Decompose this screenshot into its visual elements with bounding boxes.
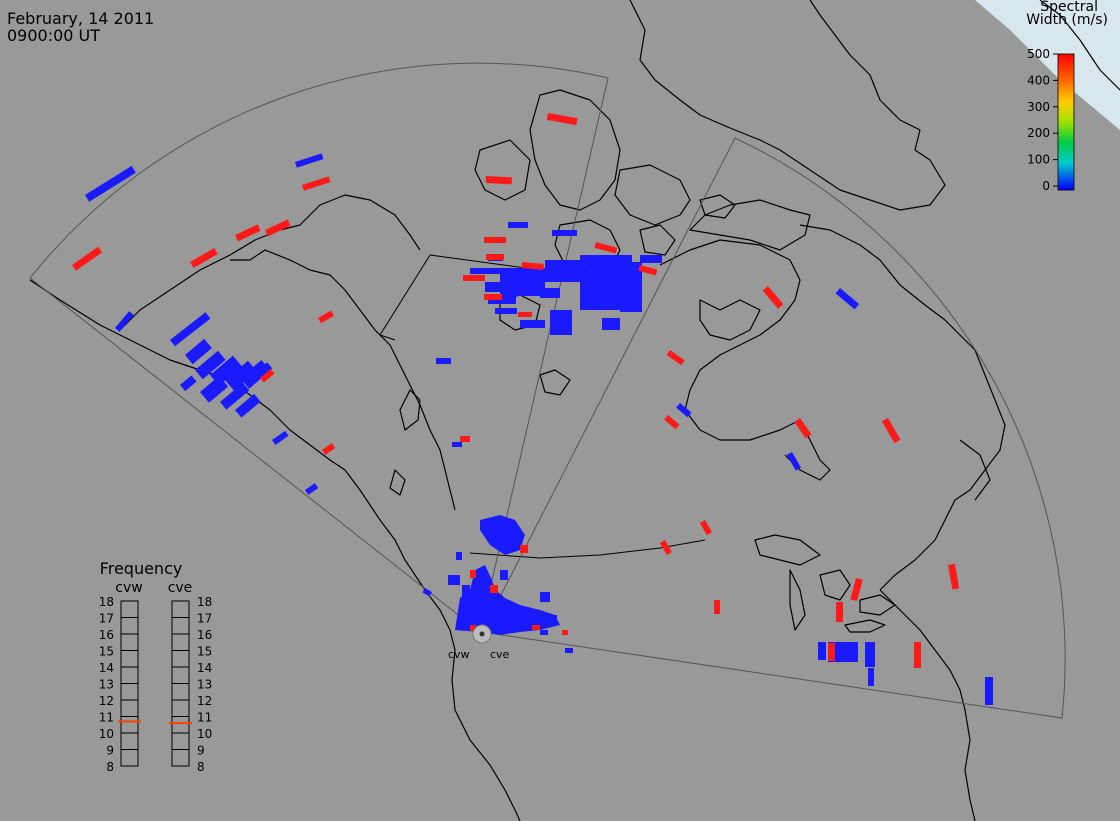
colorbar-title-line2: Width (m/s) (1026, 12, 1108, 28)
sea-ice-area (975, 0, 1120, 130)
plot-date: February, 14 2011 (7, 9, 155, 28)
frequency-radar-label-cve: cve (168, 580, 193, 596)
colorbar-title-line1: Spectral (1040, 0, 1098, 15)
frequency-tick-label: 16 (99, 628, 114, 642)
frequency-tick-label: 13 (197, 678, 212, 692)
frequency-tick-label: 17 (197, 612, 212, 626)
cvw-field-of-view (29, 62, 609, 633)
frequency-tick-label: 8 (106, 760, 114, 774)
radar-label-cvw: cvw (448, 648, 470, 661)
radar-echoes (71, 113, 993, 705)
frequency-tick-label: 10 (197, 727, 212, 741)
frequency-tick-label: 16 (197, 628, 212, 642)
radar-site: cvw cve (448, 624, 510, 661)
frequency-tick-label: 17 (99, 612, 114, 626)
plot-time: 0900:00 UT (7, 26, 101, 45)
frequency-tick-label: 12 (197, 694, 212, 708)
colorbar-tick-label: 400 (1027, 73, 1050, 87)
coastlines (29, 0, 1120, 821)
frequency-title: Frequency (100, 559, 183, 578)
colorbar-tick-label: 300 (1027, 100, 1050, 114)
frequency-tick-label: 9 (106, 744, 114, 758)
frequency-panel: Frequency cvw cve 18 17 16 15 14 13 12 11 10 9 8 18… (99, 559, 213, 774)
frequency-tick-label: 18 (99, 595, 114, 609)
colorbar-tick-label: 500 (1027, 47, 1050, 61)
frequency-tick-label: 10 (99, 727, 114, 741)
echoes-high-width (71, 113, 960, 668)
frequency-tick-label: 12 (99, 694, 114, 708)
cve-field-of-view (481, 137, 1066, 719)
radar-fields-of-view (29, 62, 1066, 719)
colorbar-tick-label: 100 (1027, 153, 1050, 167)
frequency-tick-label: 11 (197, 711, 212, 725)
colorbar: 500 400 300 200 100 0 (1027, 47, 1075, 193)
colorbar-tick-label: 0 (1042, 179, 1050, 193)
political-borders (379, 254, 706, 559)
radar-label-cve: cve (490, 648, 510, 661)
frequency-tick-label: 15 (99, 645, 114, 659)
frequency-tick-label: 14 (99, 661, 114, 675)
frequency-tick-label: 13 (99, 678, 114, 692)
colorbar-gradient (1057, 53, 1075, 191)
frequency-tick-label: 11 (99, 711, 114, 725)
frequency-tick-label: 14 (197, 661, 212, 675)
colorbar-tick-label: 200 (1027, 126, 1050, 140)
frequency-radar-label-cvw: cvw (115, 580, 142, 596)
frequency-tick-label: 15 (197, 645, 212, 659)
echoes-low-width (84, 153, 993, 705)
frequency-tick-label: 18 (197, 595, 212, 609)
frequency-tick-label: 8 (197, 760, 205, 774)
radar-site-dot (479, 631, 485, 637)
frequency-tick-label: 9 (197, 744, 205, 758)
